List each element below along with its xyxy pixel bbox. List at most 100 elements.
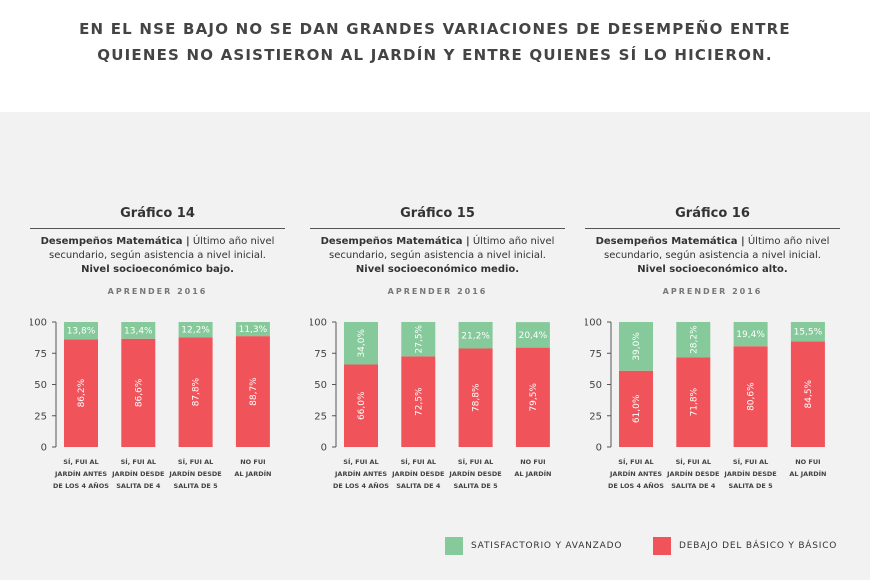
bar-segment: [178, 322, 213, 338]
x-tick-label: JARDÍN ANTES: [609, 469, 662, 478]
value-label: 15,5%: [794, 328, 823, 338]
value-label: 13,4%: [124, 326, 153, 336]
subtitle-lead: Desempeños Matemática |: [320, 236, 470, 247]
x-tick-label: SÍ, FUI AL: [63, 457, 98, 466]
chart: 0 25 50 75 100 SÍ, FUI AL JARDÍN ANTES DE LOS 4…: [310, 318, 551, 491]
y-tick-label: 75: [314, 349, 327, 360]
x-tick-label: SALITA DE 5: [174, 482, 219, 490]
chart-source: APRENDER 2016: [662, 287, 763, 296]
y-tick-label: 50: [589, 380, 602, 391]
chart-header: Gráfico 16 Desempeños Matemática | Último…: [585, 200, 840, 296]
bar-segment: [344, 322, 378, 365]
bar-segment: [676, 357, 711, 447]
x-tick-label: JARDÍN DESDE: [391, 469, 444, 478]
bar-segment: [235, 336, 270, 447]
y-tick-label: 75: [34, 349, 47, 360]
bar-segment: [733, 322, 768, 347]
bar-segment: [178, 337, 213, 447]
bar-segment: [790, 322, 825, 342]
x-tick-label: AL JARDÍN: [789, 469, 826, 478]
x-tick-label: DE LOS 4 AÑOS: [53, 481, 109, 490]
value-label: 79,5%: [529, 383, 539, 412]
y-tick-label: 100: [585, 318, 602, 329]
x-tick-label: JARDÍN DESDE: [448, 469, 501, 478]
legend-label: DEBAJO DEL BÁSICO Y BÁSICO: [679, 541, 838, 551]
value-label: 66,0%: [357, 391, 367, 420]
y-tick-label: 25: [34, 411, 47, 422]
value-label: 86,6%: [134, 378, 144, 407]
value-label: 72,5%: [414, 387, 424, 416]
legend-item: DEBAJO DEL BÁSICO Y BÁSICO: [653, 537, 837, 555]
x-tick-label: SÍ, FUI AL: [733, 457, 768, 466]
x-tick-label: DE LOS 4 AÑOS: [333, 481, 389, 490]
x-tick-label: SALITA DE 4: [396, 482, 441, 490]
header: EN EL NSE BAJO NO SE DAN GRANDES VARIACI…: [0, 0, 870, 112]
value-label: 21,2%: [461, 331, 490, 341]
y-tick-label: 25: [314, 411, 327, 422]
x-tick-label: SÍ, FUI AL: [121, 457, 156, 466]
bar-segment: [458, 322, 493, 349]
bar-segment: [344, 364, 378, 447]
bar-segment: [515, 322, 550, 348]
chart-subtitle: Desempeños Matemática | Último año nivel…: [320, 235, 555, 277]
x-tick-label: NO FUI: [240, 458, 265, 466]
subtitle-lead: Desempeños Matemática |: [40, 236, 190, 247]
value-label: 12,2%: [181, 326, 210, 336]
headline: QUIENES NO ASISTIERON AL JARDÍN Y ENTRE …: [97, 46, 773, 64]
x-tick-label: DE LOS 4 AÑOS: [608, 481, 664, 490]
x-tick-label: JARDÍN DESDE: [111, 469, 164, 478]
x-tick-label: NO FUI: [520, 458, 545, 466]
chart-source: APRENDER 2016: [107, 287, 208, 296]
bar-segment: [733, 346, 768, 447]
chart-source: APRENDER 2016: [387, 287, 488, 296]
bar-segment: [235, 322, 270, 337]
value-label: 20,4%: [519, 331, 548, 341]
bar-segment: [64, 339, 98, 447]
x-tick-label: SÍ, FUI AL: [401, 457, 436, 466]
bar-segment: [458, 348, 493, 447]
value-label: 39,0%: [632, 332, 642, 361]
headline: EN EL NSE BAJO NO SE DAN GRANDES VARIACI…: [79, 20, 791, 38]
x-tick-label: SALITA DE 5: [454, 482, 499, 490]
value-label: 80,6%: [747, 382, 757, 411]
x-tick-label: SÍ, FUI AL: [458, 457, 493, 466]
legend-swatch: [653, 537, 671, 555]
subtitle-text: Último año nivel secundario, según asist…: [604, 236, 830, 261]
y-tick-label: 25: [589, 411, 602, 422]
value-label: 28,2%: [689, 325, 699, 354]
chart-title: Gráfico 14: [30, 200, 285, 229]
value-label: 34,0%: [357, 329, 367, 358]
subtitle-bold: Nivel socioeconómico medio.: [355, 264, 520, 275]
y-tick-label: 50: [314, 380, 327, 391]
chart: 0 25 50 75 100 SÍ, FUI AL JARDÍN ANTES DE LOS 4…: [585, 318, 826, 491]
value-label: 19,4%: [736, 330, 765, 340]
x-tick-label: SÍ, FUI AL: [343, 457, 378, 466]
x-tick-label: SÍ, FUI AL: [618, 457, 653, 466]
bar-segment: [790, 341, 825, 447]
x-tick-label: SALITA DE 4: [671, 482, 716, 490]
chart-header: Gráfico 14 Desempeños Matemática | Último…: [30, 200, 285, 296]
legend-item: SATISFACTORIO Y AVANZADO: [445, 537, 622, 555]
chart-subtitle: Desempeños Matemática | Último año nivel…: [595, 235, 830, 277]
x-tick-label: SALITA DE 4: [116, 482, 161, 490]
y-tick-label: 100: [30, 318, 47, 329]
chart: 0 25 50 75 100 SÍ, FUI AL JARDÍN ANTES DE LOS 4…: [30, 318, 271, 491]
value-label: 11,3%: [239, 325, 268, 335]
x-tick-label: SALITA DE 5: [729, 482, 774, 490]
subtitle-bold: Nivel socioeconómico alto.: [637, 264, 788, 275]
subtitle-text: Último año nivel secundario, según asist…: [49, 236, 275, 261]
bar-segment: [401, 356, 436, 447]
x-tick-label: JARDÍN ANTES: [54, 469, 107, 478]
bar-segment: [619, 322, 653, 371]
legend-swatch: [445, 537, 463, 555]
chart-title: Gráfico 15: [310, 200, 565, 229]
subtitle-text: Último año nivel secundario, según asist…: [329, 236, 555, 261]
y-tick-label: 0: [596, 443, 602, 454]
y-tick-label: 50: [34, 380, 47, 391]
value-label: 87,8%: [192, 377, 202, 406]
value-label: 88,7%: [249, 377, 259, 406]
y-tick-label: 0: [321, 443, 327, 454]
y-tick-label: 100: [310, 318, 327, 329]
x-tick-label: JARDÍN DESDE: [723, 469, 776, 478]
